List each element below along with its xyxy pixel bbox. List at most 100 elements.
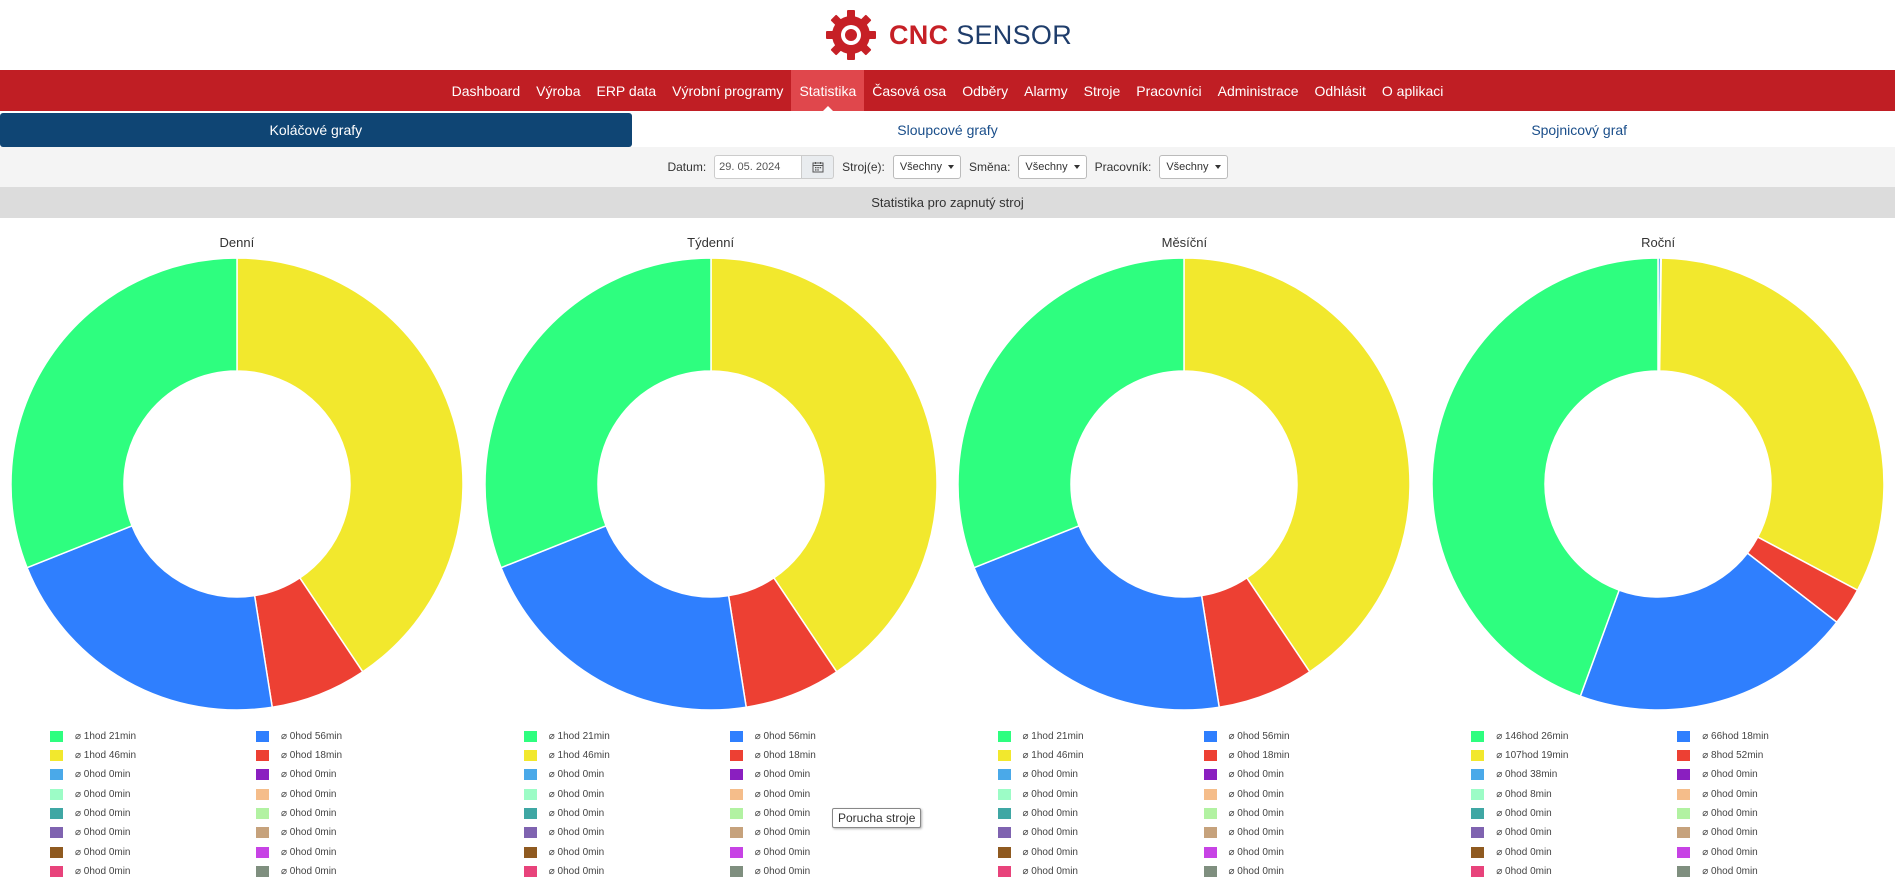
legend-item[interactable]: ⌀ 0hod 18min	[729, 747, 936, 764]
legend-item[interactable]: ⌀ 0hod 0min	[997, 824, 1204, 841]
legend-item[interactable]: ⌀ 0hod 56min	[729, 728, 936, 745]
legend-item[interactable]: ⌀ 0hod 38min	[1471, 767, 1677, 784]
legend-item[interactable]: ⌀ 0hod 0min	[1677, 805, 1883, 822]
legend-item[interactable]: ⌀ 0hod 0min	[1677, 767, 1883, 784]
legend-item[interactable]: ⌀ 0hod 0min	[1203, 786, 1410, 803]
pie-slice[interactable]	[709, 257, 938, 673]
legend-item[interactable]: ⌀ 0hod 0min	[1471, 844, 1677, 861]
nav-statistika[interactable]: Statistika	[791, 70, 865, 111]
tab-spojnicovy-graf[interactable]: Spojnicový graf	[1531, 122, 1628, 138]
nav-erp-data[interactable]: ERP data	[596, 82, 657, 99]
tab-kolacove-grafy[interactable]: Koláčové grafy	[0, 113, 632, 147]
legend-item[interactable]: ⌀ 1hod 46min	[50, 747, 256, 764]
legend-item[interactable]: ⌀ 0hod 0min	[1677, 844, 1883, 861]
legend-item[interactable]: ⌀ 0hod 0min	[523, 767, 730, 784]
legend-item[interactable]: ⌀ 0hod 0min	[1471, 805, 1677, 822]
legend-item[interactable]: ⌀ 0hod 0min	[256, 767, 462, 784]
pie-slice[interactable]	[1183, 257, 1412, 673]
nav-odbery[interactable]: Odběry	[962, 82, 1009, 99]
legend-item[interactable]: ⌀ 0hod 0min	[729, 863, 936, 880]
legend-item[interactable]: ⌀ 0hod 0min	[523, 824, 730, 841]
nav-vyrobni-programy[interactable]: Výrobní programy	[672, 82, 784, 99]
legend-item[interactable]: ⌀ 0hod 0min	[997, 786, 1204, 803]
legend-item[interactable]: ⌀ 0hod 56min	[256, 728, 462, 745]
pie-slice[interactable]	[499, 524, 747, 711]
legend-item[interactable]: ⌀ 8hod 52min	[1677, 747, 1883, 764]
donut-chart[interactable]	[956, 256, 1412, 712]
legend-item[interactable]: ⌀ 1hod 21min	[997, 728, 1204, 745]
legend-item[interactable]: ⌀ 0hod 0min	[523, 863, 730, 880]
legend-item[interactable]: ⌀ 0hod 0min	[50, 824, 256, 841]
legend-item[interactable]: ⌀ 0hod 0min	[1677, 786, 1883, 803]
nav-stroje[interactable]: Stroje	[1083, 82, 1121, 99]
legend-item[interactable]: ⌀ 0hod 0min	[1677, 863, 1883, 880]
legend-item[interactable]: ⌀ 1hod 46min	[523, 747, 730, 764]
legend-item[interactable]: ⌀ 0hod 0min	[523, 844, 730, 861]
machine-select[interactable]: Všechny	[892, 155, 962, 179]
legend-item[interactable]: ⌀ 0hod 0min	[997, 844, 1204, 861]
nav-o-aplikaci[interactable]: O aplikaci	[1381, 82, 1444, 99]
legend-item[interactable]: ⌀ 0hod 0min	[997, 863, 1204, 880]
pie-slice[interactable]	[10, 257, 238, 569]
pie-slice[interactable]	[1431, 257, 1659, 698]
date-input[interactable]	[714, 155, 803, 179]
legend-item[interactable]: ⌀ 0hod 0min	[523, 805, 730, 822]
legend-item[interactable]: ⌀ 0hod 0min	[50, 786, 256, 803]
legend-item[interactable]: ⌀ 0hod 0min	[256, 786, 462, 803]
donut-chart[interactable]	[9, 256, 465, 712]
worker-select[interactable]: Všechny	[1159, 155, 1228, 179]
legend-item[interactable]: ⌀ 0hod 0min	[729, 824, 936, 841]
legend-item[interactable]: ⌀ 0hod 0min	[1203, 805, 1410, 822]
legend-item[interactable]: ⌀ 0hod 18min	[1203, 747, 1410, 764]
calendar-button[interactable]	[802, 155, 835, 179]
nav-pracovnici[interactable]: Pracovníci	[1136, 82, 1202, 99]
pie-slice[interactable]	[1659, 257, 1885, 592]
legend-item[interactable]: ⌀ 1hod 21min	[50, 728, 256, 745]
legend-item[interactable]: ⌀ 0hod 0min	[1471, 863, 1677, 880]
legend-item[interactable]: ⌀ 0hod 0min	[729, 767, 936, 784]
legend-item[interactable]: ⌀ 0hod 0min	[50, 863, 256, 880]
header-logo[interactable]: CNC SENSOR	[0, 0, 1895, 70]
legend-item[interactable]: ⌀ 0hod 0min	[1203, 863, 1410, 880]
legend-item[interactable]: ⌀ 0hod 0min	[256, 805, 462, 822]
legend-item[interactable]: ⌀ 0hod 0min	[256, 844, 462, 861]
legend-item[interactable]: ⌀ 0hod 0min	[1203, 767, 1410, 784]
nav-dashboard[interactable]: Dashboard	[451, 82, 521, 99]
pie-slice[interactable]	[973, 524, 1221, 711]
legend-item[interactable]: ⌀ 146hod 26min	[1471, 728, 1677, 745]
legend-item[interactable]: ⌀ 0hod 0min	[50, 767, 256, 784]
legend-item[interactable]: ⌀ 66hod 18min	[1677, 728, 1883, 745]
pie-slice[interactable]	[25, 524, 273, 711]
nav-odhlasit[interactable]: Odhlásit	[1314, 82, 1366, 99]
tab-sloupcove-grafy[interactable]: Sloupcové grafy	[897, 122, 998, 138]
legend-item[interactable]: ⌀ 0hod 0min	[1203, 844, 1410, 861]
legend-item[interactable]: ⌀ 0hod 8min	[1471, 786, 1677, 803]
legend-item[interactable]: ⌀ 0hod 0min	[50, 805, 256, 822]
nav-vyroba[interactable]: Výroba	[536, 82, 581, 99]
pie-slice[interactable]	[483, 257, 712, 569]
legend-item[interactable]: ⌀ 107hod 19min	[1471, 747, 1677, 764]
legend-item[interactable]: ⌀ 0hod 0min	[729, 786, 936, 803]
legend-item[interactable]: ⌀ 0hod 0min	[729, 805, 936, 822]
legend-item[interactable]: ⌀ 0hod 0min	[256, 863, 462, 880]
legend-item[interactable]: ⌀ 0hod 0min	[997, 767, 1204, 784]
legend-item[interactable]: ⌀ 0hod 56min	[1203, 728, 1410, 745]
legend-item[interactable]: ⌀ 1hod 21min	[523, 728, 730, 745]
nav-administrace[interactable]: Administrace	[1217, 82, 1299, 99]
legend-item[interactable]: ⌀ 0hod 18min	[256, 747, 462, 764]
nav-alarmy[interactable]: Alarmy	[1024, 82, 1068, 99]
legend-item[interactable]: ⌀ 0hod 0min	[1203, 824, 1410, 841]
shift-select[interactable]: Všechny	[1018, 155, 1087, 179]
legend-item[interactable]: ⌀ 0hod 0min	[729, 844, 936, 861]
legend-item[interactable]: ⌀ 0hod 0min	[256, 824, 462, 841]
pie-slice[interactable]	[236, 257, 464, 673]
legend-item[interactable]: ⌀ 1hod 46min	[997, 747, 1204, 764]
pie-slice[interactable]	[1579, 552, 1838, 711]
legend-item[interactable]: ⌀ 0hod 0min	[997, 805, 1204, 822]
legend-item[interactable]: ⌀ 0hod 0min	[523, 786, 730, 803]
legend-item[interactable]: ⌀ 0hod 0min	[50, 844, 256, 861]
nav-casova-osa[interactable]: Časová osa	[872, 82, 947, 99]
donut-chart[interactable]	[483, 256, 939, 712]
legend-item[interactable]: ⌀ 0hod 0min	[1471, 824, 1677, 841]
pie-slice[interactable]	[957, 257, 1186, 569]
